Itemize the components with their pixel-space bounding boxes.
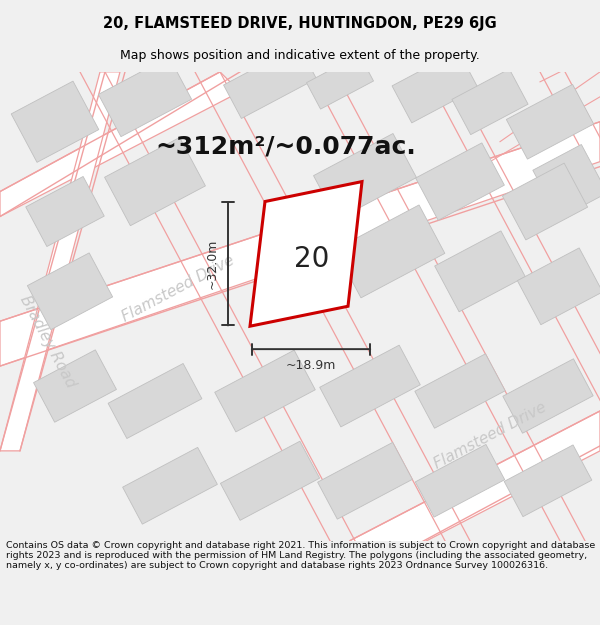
- Polygon shape: [320, 345, 420, 427]
- Polygon shape: [0, 72, 120, 451]
- Polygon shape: [26, 176, 104, 246]
- Polygon shape: [533, 144, 600, 219]
- Polygon shape: [416, 143, 505, 220]
- Polygon shape: [220, 441, 320, 521]
- Polygon shape: [224, 45, 316, 119]
- Polygon shape: [317, 442, 412, 519]
- Polygon shape: [434, 231, 526, 312]
- Polygon shape: [122, 448, 217, 524]
- Polygon shape: [415, 354, 505, 428]
- Polygon shape: [250, 182, 362, 326]
- Text: 20, FLAMSTEED DRIVE, HUNTINGDON, PE29 6JG: 20, FLAMSTEED DRIVE, HUNTINGDON, PE29 6J…: [103, 16, 497, 31]
- Polygon shape: [504, 445, 592, 517]
- Polygon shape: [98, 57, 191, 137]
- Polygon shape: [506, 84, 593, 159]
- Polygon shape: [28, 253, 113, 330]
- Text: ~32.0m: ~32.0m: [205, 239, 218, 289]
- Polygon shape: [335, 205, 445, 298]
- Polygon shape: [392, 51, 478, 123]
- Polygon shape: [517, 248, 600, 325]
- Text: Flamsteed Drive: Flamsteed Drive: [431, 400, 549, 472]
- Polygon shape: [314, 134, 416, 219]
- Polygon shape: [108, 364, 202, 439]
- Text: Flamsteed Drive: Flamsteed Drive: [119, 253, 237, 324]
- Polygon shape: [104, 138, 205, 226]
- Text: Map shows position and indicative extent of the property.: Map shows position and indicative extent…: [120, 49, 480, 62]
- Polygon shape: [0, 122, 600, 366]
- Polygon shape: [215, 350, 315, 432]
- Polygon shape: [452, 69, 528, 134]
- Polygon shape: [503, 359, 593, 433]
- Polygon shape: [34, 350, 116, 423]
- Text: Contains OS data © Crown copyright and database right 2021. This information is : Contains OS data © Crown copyright and d…: [6, 541, 595, 571]
- Polygon shape: [350, 411, 600, 581]
- Text: ~312m²/~0.077ac.: ~312m²/~0.077ac.: [155, 134, 416, 159]
- Polygon shape: [307, 54, 374, 109]
- Text: Bradley Road: Bradley Road: [17, 292, 79, 390]
- Text: 20: 20: [293, 245, 329, 273]
- Polygon shape: [502, 163, 587, 240]
- Polygon shape: [0, 72, 240, 216]
- Polygon shape: [11, 81, 99, 162]
- Text: ~18.9m: ~18.9m: [286, 359, 336, 372]
- Polygon shape: [415, 444, 505, 517]
